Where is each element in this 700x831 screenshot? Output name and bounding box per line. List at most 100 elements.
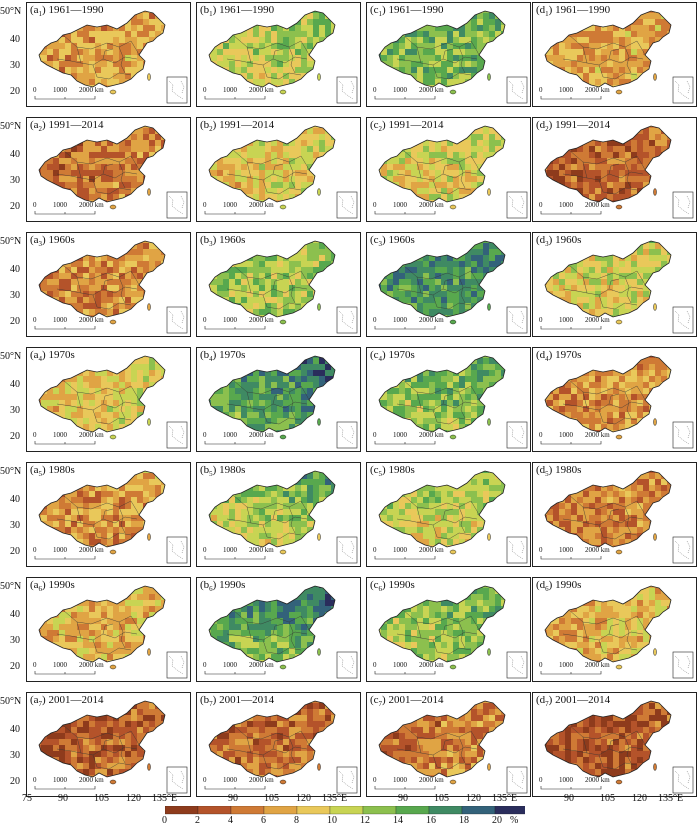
province-border: [608, 48, 620, 60]
data-field: [379, 11, 505, 87]
province-border: [62, 379, 132, 395]
china-outline: [378, 355, 506, 433]
province-border: [636, 385, 646, 401]
map-panel-a3: 0 1000 2000 km (a3) 1960s: [26, 232, 191, 337]
province-border: [624, 46, 632, 74]
china-outline: [378, 125, 506, 203]
map-svg: [34, 585, 188, 679]
scale-label: 2000 km: [249, 431, 274, 439]
province-border: [562, 173, 588, 179]
map-svg: [34, 700, 188, 794]
scale-bar: [374, 671, 436, 675]
data-field: [545, 586, 671, 662]
y-tick-label: 40: [10, 379, 20, 390]
hainan-island: [279, 434, 287, 440]
scale-label: 1000: [223, 316, 237, 324]
scale-bar: [540, 326, 602, 330]
province-border: [62, 149, 132, 165]
hainan-island: [615, 434, 623, 440]
map-svg: [540, 585, 694, 679]
panel-label: (d4) 1970s: [536, 349, 582, 364]
data-field: [379, 241, 505, 317]
scale-label: 0: [539, 661, 543, 669]
province-border: [56, 633, 82, 639]
map-panel-d4: 0 1000 2000 km (d4) 1970s: [532, 347, 697, 452]
y-tick-label: 20: [10, 776, 20, 787]
y-tick-label: 50°N: [0, 236, 22, 247]
province-border: [402, 149, 472, 165]
south-china-sea-inset: [166, 306, 188, 334]
province-border: [226, 403, 252, 409]
scale-bar: [204, 671, 266, 675]
province-border: [432, 64, 472, 80]
province-border: [130, 615, 140, 631]
colorbar-tick: 12: [360, 815, 370, 826]
taiwan-island: [653, 533, 657, 541]
province-border: [300, 40, 310, 56]
south-china-sea-inset: [336, 766, 358, 794]
scale-bar: [540, 671, 602, 675]
china-outline: [208, 125, 336, 203]
scale-label: 0: [373, 776, 377, 784]
south-china-sea-inset: [336, 191, 358, 219]
scale-bar: [374, 211, 436, 215]
scale-label: 1000: [559, 661, 573, 669]
colorbar-unit: %: [510, 815, 519, 826]
province-border: [130, 730, 140, 746]
hainan-island: [109, 89, 117, 95]
province-border: [636, 270, 646, 286]
province-border: [624, 391, 632, 419]
china-outline: [378, 700, 506, 778]
province-border: [300, 615, 310, 631]
taiwan-island: [653, 763, 657, 771]
province-border: [288, 276, 296, 304]
scale-label: 2000 km: [585, 776, 610, 784]
map-panel-a2: 0 1000 2000 km (a2) 1991—2014: [26, 117, 191, 222]
scale-label: 1000: [393, 316, 407, 324]
panel-label: (b3) 1960s: [200, 234, 246, 249]
province-border: [62, 609, 132, 625]
scale-bar: [374, 786, 436, 790]
province-border: [92, 639, 132, 655]
taiwan-island: [147, 418, 151, 426]
province-border: [608, 738, 620, 750]
scale-label: 2000 km: [585, 661, 610, 669]
province-border: [118, 621, 126, 649]
scale-label: 1000: [393, 776, 407, 784]
scale-label: 1000: [53, 86, 67, 94]
province-border: [288, 736, 296, 764]
map-panel-a1: 0 1000 2000 km (a1) 1961—1990: [26, 2, 191, 107]
province-border: [300, 155, 310, 171]
colorbar-segment: [230, 805, 265, 815]
scale-label: 0: [373, 316, 377, 324]
map-svg: [374, 355, 528, 449]
china-outline: [544, 470, 672, 548]
y-tick-label: 50°N: [0, 351, 22, 362]
province-border: [598, 179, 638, 195]
hainan-island: [449, 319, 457, 325]
province-border: [396, 633, 422, 639]
china-outline: [544, 125, 672, 203]
y-tick-label: 40: [10, 724, 20, 735]
map-svg: [374, 470, 528, 564]
colorbar-segment: [329, 805, 364, 815]
colorbar-tick: 4: [228, 815, 233, 826]
map-panel-d5: 0 1000 2000 km (d5) 1980s: [532, 462, 697, 567]
scale-label: 1000: [393, 661, 407, 669]
scale-bar: [374, 441, 436, 445]
taiwan-island: [147, 763, 151, 771]
panel-label: (b6) 1990s: [200, 579, 246, 594]
province-border: [92, 409, 132, 425]
scale-label: 0: [373, 546, 377, 554]
province-border: [432, 409, 472, 425]
scale-label: 2000 km: [419, 316, 444, 324]
scale-label: 2000 km: [249, 86, 274, 94]
colorbar: 0 2 4 6 8 10 12 14 16 18 20%: [162, 805, 529, 826]
map-panel-c4: 0 1000 2000 km (c4) 1970s: [366, 347, 531, 452]
y-tick-label: 40: [10, 609, 20, 620]
china-outline: [38, 10, 166, 88]
china-outline: [38, 355, 166, 433]
province-border: [402, 264, 472, 280]
taiwan-island: [487, 533, 491, 541]
x-tick-label: 120: [466, 793, 481, 804]
